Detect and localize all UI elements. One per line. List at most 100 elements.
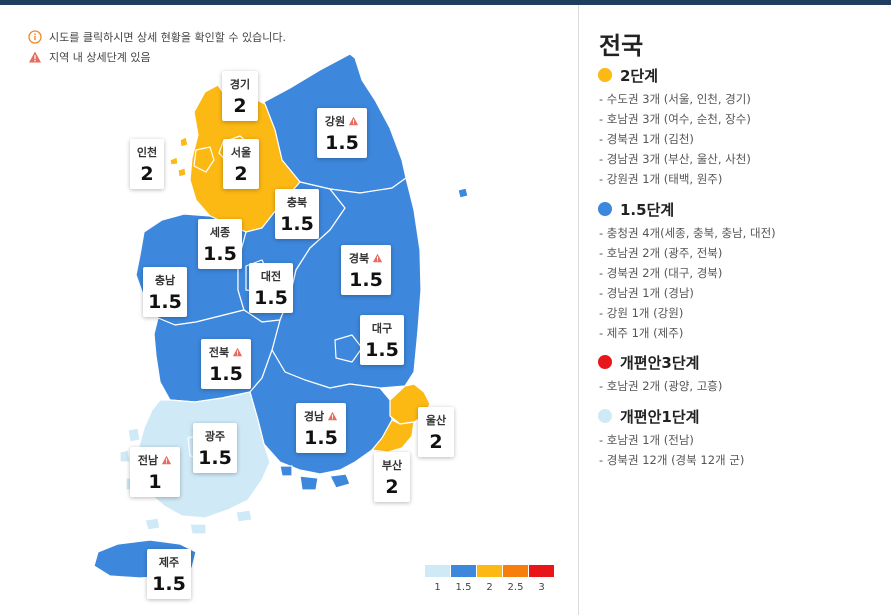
label-gwangju-name: 광주 <box>204 430 226 443</box>
label-gangwon[interactable]: 강원 1.5 <box>317 108 367 158</box>
label-gwangju[interactable]: 광주 1.5 <box>193 423 237 473</box>
notice-click-text: 시도를 클릭하시면 상세 현황을 확인할 수 있습니다. <box>49 31 286 44</box>
list-item: - 호남권 2개 (광양, 고흥) <box>599 379 723 393</box>
label-incheon-level: 2 <box>140 163 154 185</box>
label-ulsan[interactable]: 울산 2 <box>418 407 454 457</box>
label-jeonnam[interactable]: 전남 1 <box>130 447 180 497</box>
notice-click-info: 시도를 클릭하시면 상세 현황을 확인할 수 있습니다. <box>28 29 286 45</box>
top-accent-bar <box>0 0 891 5</box>
label-jeonbuk-name: 전북 <box>208 346 230 359</box>
island-south-coast <box>279 465 351 491</box>
label-busan-level: 2 <box>385 476 399 498</box>
level-1-5-dot-icon <box>598 202 612 216</box>
region-busan[interactable] <box>371 419 415 453</box>
legend-swatch-2 <box>477 565 502 577</box>
legend-label-2: 2 <box>486 582 493 593</box>
legend-label-1-5: 1.5 <box>455 582 472 593</box>
info-circle-icon <box>28 30 42 44</box>
label-seoul[interactable]: 서울 2 <box>223 139 259 189</box>
label-gangwon-name: 강원 <box>324 115 346 128</box>
label-seoul-name: 서울 <box>230 146 252 159</box>
legend-swatch-2-5 <box>503 565 528 577</box>
list-item: - 호남권 3개 (여수, 순천, 장수) <box>599 112 751 126</box>
list-item: - 강원 1개 (강원) <box>599 306 684 320</box>
label-sejong-name: 세종 <box>209 226 231 239</box>
label-busan[interactable]: 부산 2 <box>374 452 410 502</box>
reform-level-1-dot-icon <box>598 409 612 423</box>
warning-triangle-icon <box>161 455 172 465</box>
label-gyeongbuk[interactable]: 경북 1.5 <box>341 245 391 295</box>
label-daejeon-name: 대전 <box>260 270 282 283</box>
label-chungbuk[interactable]: 충북 1.5 <box>275 189 319 239</box>
list-item: - 경북권 1개 (김천) <box>599 132 694 146</box>
label-jeonnam-level: 1 <box>148 471 162 493</box>
region-daegu[interactable] <box>334 334 363 363</box>
label-ulsan-level: 2 <box>429 431 443 453</box>
group-reform-level-1-header: 개편안1단계 <box>598 406 744 426</box>
list-item: - 경남권 1개 (경남) <box>599 286 694 300</box>
level-2-dot-icon <box>598 68 612 82</box>
group-reform-level-3-label: 개편안3단계 <box>620 353 700 372</box>
list-item: - 호남권 1개 (전남) <box>599 433 694 447</box>
label-incheon-name: 인천 <box>136 146 158 159</box>
group-reform-level-1-label: 개편안1단계 <box>620 407 700 426</box>
label-daejeon-level: 1.5 <box>254 287 288 309</box>
label-gyeonggi[interactable]: 경기 2 <box>222 71 258 121</box>
list-item: - 경북권 2개 (대구, 경북) <box>599 266 723 280</box>
legend-label-2-5: 2.5 <box>507 582 524 593</box>
label-seoul-level: 2 <box>234 163 248 185</box>
label-gyeonggi-level: 2 <box>233 95 247 117</box>
label-jeonbuk-level: 1.5 <box>209 363 243 385</box>
label-gyeongbuk-level: 1.5 <box>349 269 383 291</box>
label-daegu[interactable]: 대구 1.5 <box>360 315 404 365</box>
warning-triangle-icon <box>372 253 383 263</box>
list-item: - 호남권 2개 (광주, 전북) <box>599 246 723 260</box>
label-gyeongbuk-name: 경북 <box>348 252 370 265</box>
list-item: - 충청권 4개(세종, 충북, 충남, 대전) <box>599 226 776 240</box>
label-jeju-name: 제주 <box>158 556 180 569</box>
label-gwangju-level: 1.5 <box>198 447 232 469</box>
warning-triangle-icon <box>327 411 338 421</box>
label-sejong-level: 1.5 <box>203 243 237 265</box>
label-jeju[interactable]: 제주 1.5 <box>147 549 191 599</box>
label-daegu-level: 1.5 <box>365 339 399 361</box>
label-ulsan-name: 울산 <box>425 414 447 427</box>
legend-label-1: 1 <box>434 582 441 593</box>
list-item: - 수도권 3개 (서울, 인천, 경기) <box>599 92 751 106</box>
legend-swatch-3 <box>529 565 554 577</box>
warning-triangle-icon <box>232 347 243 357</box>
label-chungnam[interactable]: 충남 1.5 <box>143 267 187 317</box>
list-item: - 제주 1개 (제주) <box>599 326 684 340</box>
list-item: - 경북권 12개 (경북 12개 군) <box>599 453 745 467</box>
warning-triangle-icon <box>28 50 42 64</box>
panel-divider <box>578 5 579 615</box>
notice-detail-text: 지역 내 상세단계 있음 <box>49 51 151 64</box>
region-incheon[interactable] <box>169 136 215 178</box>
group-reform-level-3-header: 개편안3단계 <box>598 352 722 372</box>
summary-title: 전국 <box>599 32 644 60</box>
label-daegu-name: 대구 <box>371 322 393 335</box>
label-sejong[interactable]: 세종 1.5 <box>198 219 242 269</box>
legend-swatch-1-5 <box>451 565 476 577</box>
label-chungbuk-name: 충북 <box>286 196 308 209</box>
label-chungnam-name: 충남 <box>154 274 176 287</box>
group-level-1-5-label: 1.5단계 <box>620 200 675 219</box>
label-chungnam-level: 1.5 <box>148 291 182 313</box>
label-jeju-level: 1.5 <box>152 573 186 595</box>
label-daejeon[interactable]: 대전 1.5 <box>249 263 293 313</box>
list-item: - 강원권 1개 (태백, 원주) <box>599 172 723 186</box>
warning-triangle-icon <box>348 116 359 126</box>
group-level-2-label: 2단계 <box>620 66 659 85</box>
map-panel: 시도를 클릭하시면 상세 현황을 확인할 수 있습니다. 지역 내 상세단계 있… <box>0 5 578 615</box>
label-gyeonggi-name: 경기 <box>229 78 251 91</box>
label-gyeongnam-name: 경남 <box>303 410 325 423</box>
reform-level-3-dot-icon <box>598 355 612 369</box>
label-busan-name: 부산 <box>381 459 403 472</box>
group-level-1-5-header: 1.5단계 <box>598 199 776 219</box>
label-incheon[interactable]: 인천 2 <box>130 139 164 189</box>
label-jeonbuk[interactable]: 전북 1.5 <box>201 339 251 389</box>
label-gyeongnam[interactable]: 경남 1.5 <box>296 403 346 453</box>
island-ulleung <box>457 187 469 199</box>
label-gangwon-level: 1.5 <box>325 132 359 154</box>
label-gyeongnam-level: 1.5 <box>304 427 338 449</box>
